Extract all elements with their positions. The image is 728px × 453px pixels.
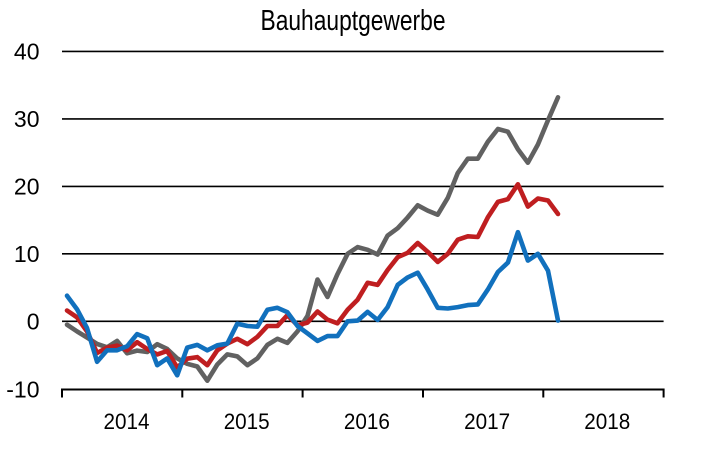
svg-text:2018: 2018 <box>584 409 630 434</box>
svg-text:20: 20 <box>14 173 40 199</box>
svg-text:0: 0 <box>27 308 40 334</box>
svg-text:-10: -10 <box>6 376 39 402</box>
svg-text:30: 30 <box>14 106 40 132</box>
svg-text:2014: 2014 <box>104 409 150 434</box>
svg-text:2015: 2015 <box>224 409 270 434</box>
svg-text:2016: 2016 <box>344 409 390 434</box>
svg-text:40: 40 <box>14 38 40 64</box>
svg-text:10: 10 <box>14 241 40 267</box>
svg-text:Bauhauptgewerbe: Bauhauptgewerbe <box>261 5 446 37</box>
svg-text:2017: 2017 <box>464 409 510 434</box>
